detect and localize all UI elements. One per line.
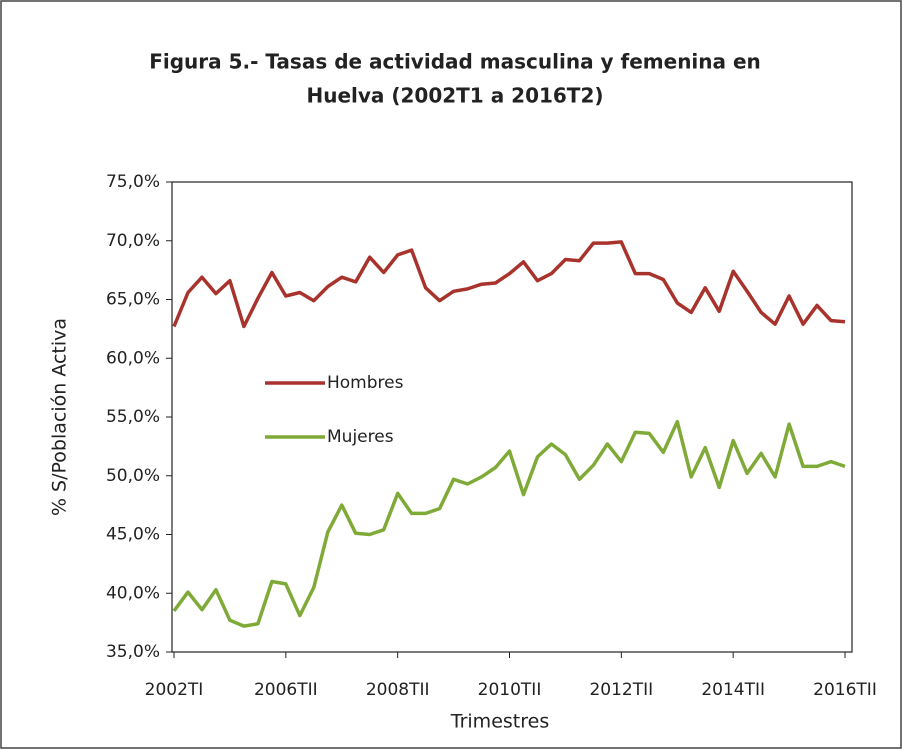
legend-label: Mujeres bbox=[327, 427, 394, 447]
x-tick-label: 2014TII bbox=[701, 680, 765, 700]
x-tick-label: 2006TII bbox=[254, 680, 318, 700]
y-tick-label: 50,0% bbox=[106, 466, 160, 486]
x-tick-label: 2012TII bbox=[589, 680, 653, 700]
legend-label: Hombres bbox=[327, 373, 404, 393]
chart-title: Figura 5.- Tasas de actividad masculina … bbox=[149, 50, 761, 74]
x-tick-label: 2010TII bbox=[478, 680, 542, 700]
chart-subtitle: Huelva (2002T1 a 2016T2) bbox=[306, 84, 603, 108]
y-tick-label: 60,0% bbox=[106, 348, 160, 368]
y-tick-label: 35,0% bbox=[106, 642, 160, 662]
x-tick-label: 2002TI bbox=[145, 680, 204, 700]
y-tick-label: 65,0% bbox=[106, 290, 160, 310]
x-axis-title: Trimestres bbox=[450, 711, 549, 733]
y-tick-label: 70,0% bbox=[106, 231, 160, 251]
y-tick-label: 45,0% bbox=[106, 525, 160, 545]
line-series bbox=[172, 419, 846, 628]
y-axis-title: % S/Población Activa bbox=[49, 318, 71, 516]
y-tick-label: 40,0% bbox=[106, 583, 160, 603]
y-tick-label: 75,0% bbox=[106, 172, 160, 192]
x-tick-label: 2016TII bbox=[813, 680, 877, 700]
line-series bbox=[172, 240, 846, 329]
x-tick-label: 2008TII bbox=[366, 680, 430, 700]
y-tick-label: 55,0% bbox=[106, 407, 160, 427]
